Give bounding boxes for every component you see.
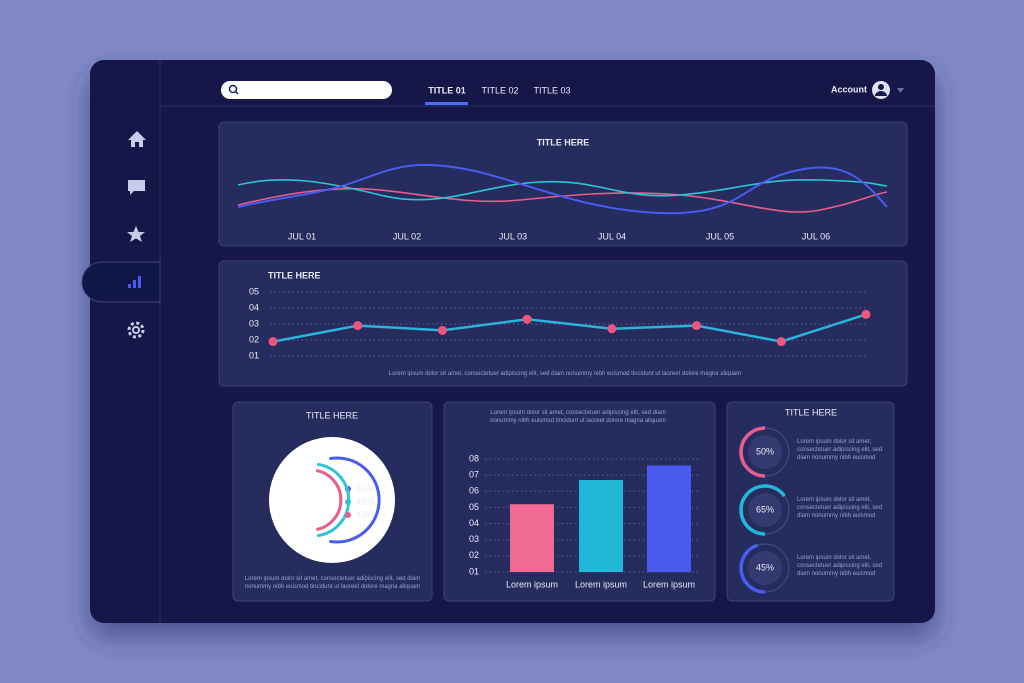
point: [437, 325, 447, 335]
y-tick-label: 02: [469, 550, 479, 560]
y-tick-label: 04: [249, 302, 259, 312]
point: [607, 324, 617, 334]
ring-label: 50%: [756, 446, 774, 456]
bar-note: Lorem ipsum dolor sit amet, consectetuer…: [490, 410, 666, 424]
chart-icon: [133, 280, 136, 288]
x-tick-label: JUL 05: [706, 231, 734, 241]
ring-core: [748, 435, 782, 469]
x-tick-label: Lorem ipsum: [575, 579, 627, 589]
y-tick-label: 06: [469, 486, 479, 496]
waves: [237, 163, 888, 215]
avatar: [878, 84, 884, 90]
progress-note: Lorem ipsum dolor sit amet, consectetuer…: [797, 555, 883, 577]
radial-arc: [329, 456, 381, 544]
x-tick-label: JUL 06: [802, 231, 830, 241]
chat-icon[interactable]: [128, 180, 145, 195]
bar: [579, 479, 623, 572]
tab[interactable]: TITLE 03: [533, 85, 570, 95]
active-tab[interactable]: [81, 261, 161, 303]
legend-dot: [345, 512, 351, 518]
point: [353, 321, 363, 331]
search-icon: [234, 90, 239, 95]
x-tick-label: Lorem ipsum: [506, 579, 558, 589]
point: [522, 314, 532, 324]
bar: [510, 504, 554, 572]
y-tick-label: 05: [469, 502, 479, 512]
tab[interactable]: TITLE 01: [428, 85, 466, 95]
point: [268, 337, 278, 347]
gear-icon: [134, 328, 138, 332]
chart-title: TITLE HERE: [785, 407, 837, 417]
legend-label: 45%: [356, 496, 374, 506]
y-tick-label: 05: [249, 286, 259, 296]
line-note: Lorem ipsum dolor sit amet, consectetuer…: [388, 371, 742, 377]
star-icon[interactable]: [127, 226, 145, 242]
x-tick-label: JUL 02: [393, 231, 421, 241]
sidebar-icons: [81, 131, 161, 339]
ring-arc: [739, 542, 791, 594]
account-label[interactable]: Account: [831, 84, 867, 94]
x-tick-label: JUL 04: [598, 231, 626, 241]
ring-label: 45%: [756, 562, 774, 572]
y-tick-label: 03: [469, 534, 479, 544]
ring-core: [748, 493, 782, 527]
point: [861, 309, 871, 319]
progress-note: Lorem ipsum dolor sit amet, consectetuer…: [797, 497, 883, 519]
y-tick-label: 07: [469, 470, 479, 480]
y-tick-label: 02: [249, 334, 259, 344]
wave-title: TITLE HERE: [537, 137, 590, 147]
ring-arc: [739, 484, 791, 536]
legend-label: 43%: [356, 509, 374, 519]
line: [272, 313, 867, 343]
radial-note: Lorem ipsum dolor sit amet, consectetuer…: [244, 576, 421, 590]
search-icon: [228, 84, 238, 94]
y-tick-label: 04: [469, 518, 479, 528]
home-icon[interactable]: [128, 131, 146, 147]
wave: [237, 163, 888, 215]
ring-core: [748, 551, 782, 585]
avatar: [875, 91, 887, 96]
x-tick-label: Lorem ipsum: [643, 579, 695, 589]
y-tick-label: 08: [469, 453, 479, 463]
chart-title: TITLE HERE: [268, 270, 321, 280]
wave: [237, 178, 888, 201]
y-tick-label: 03: [249, 318, 259, 328]
x-tick-label: JUL 03: [499, 231, 527, 241]
y-tick-label: 01: [469, 566, 479, 576]
tab[interactable]: TITLE 02: [481, 85, 518, 95]
tab-underline: [425, 102, 468, 105]
chart-title: TITLE HERE: [306, 410, 358, 420]
legend-dot: [345, 499, 351, 505]
chart-icon: [128, 284, 131, 288]
x-tick-label: JUL 01: [288, 231, 316, 241]
point: [692, 321, 702, 331]
search-box[interactable]: [221, 81, 392, 99]
y-tick-label: 01: [249, 350, 259, 360]
card: [218, 121, 908, 247]
bar: [647, 465, 691, 572]
progress-note: Lorem ipsum dolor sit amet, consectetuer…: [797, 439, 883, 461]
legend-label: 55%: [356, 483, 374, 493]
chart-icon: [138, 276, 141, 288]
ring-arc: [739, 426, 791, 478]
dropdown-arrow[interactable]: [897, 88, 904, 93]
radial-disc: [269, 437, 395, 563]
point: [776, 337, 786, 347]
ring-label: 65%: [756, 504, 774, 514]
radial-arc: [315, 469, 343, 531]
gear-icon[interactable]: [127, 321, 145, 339]
